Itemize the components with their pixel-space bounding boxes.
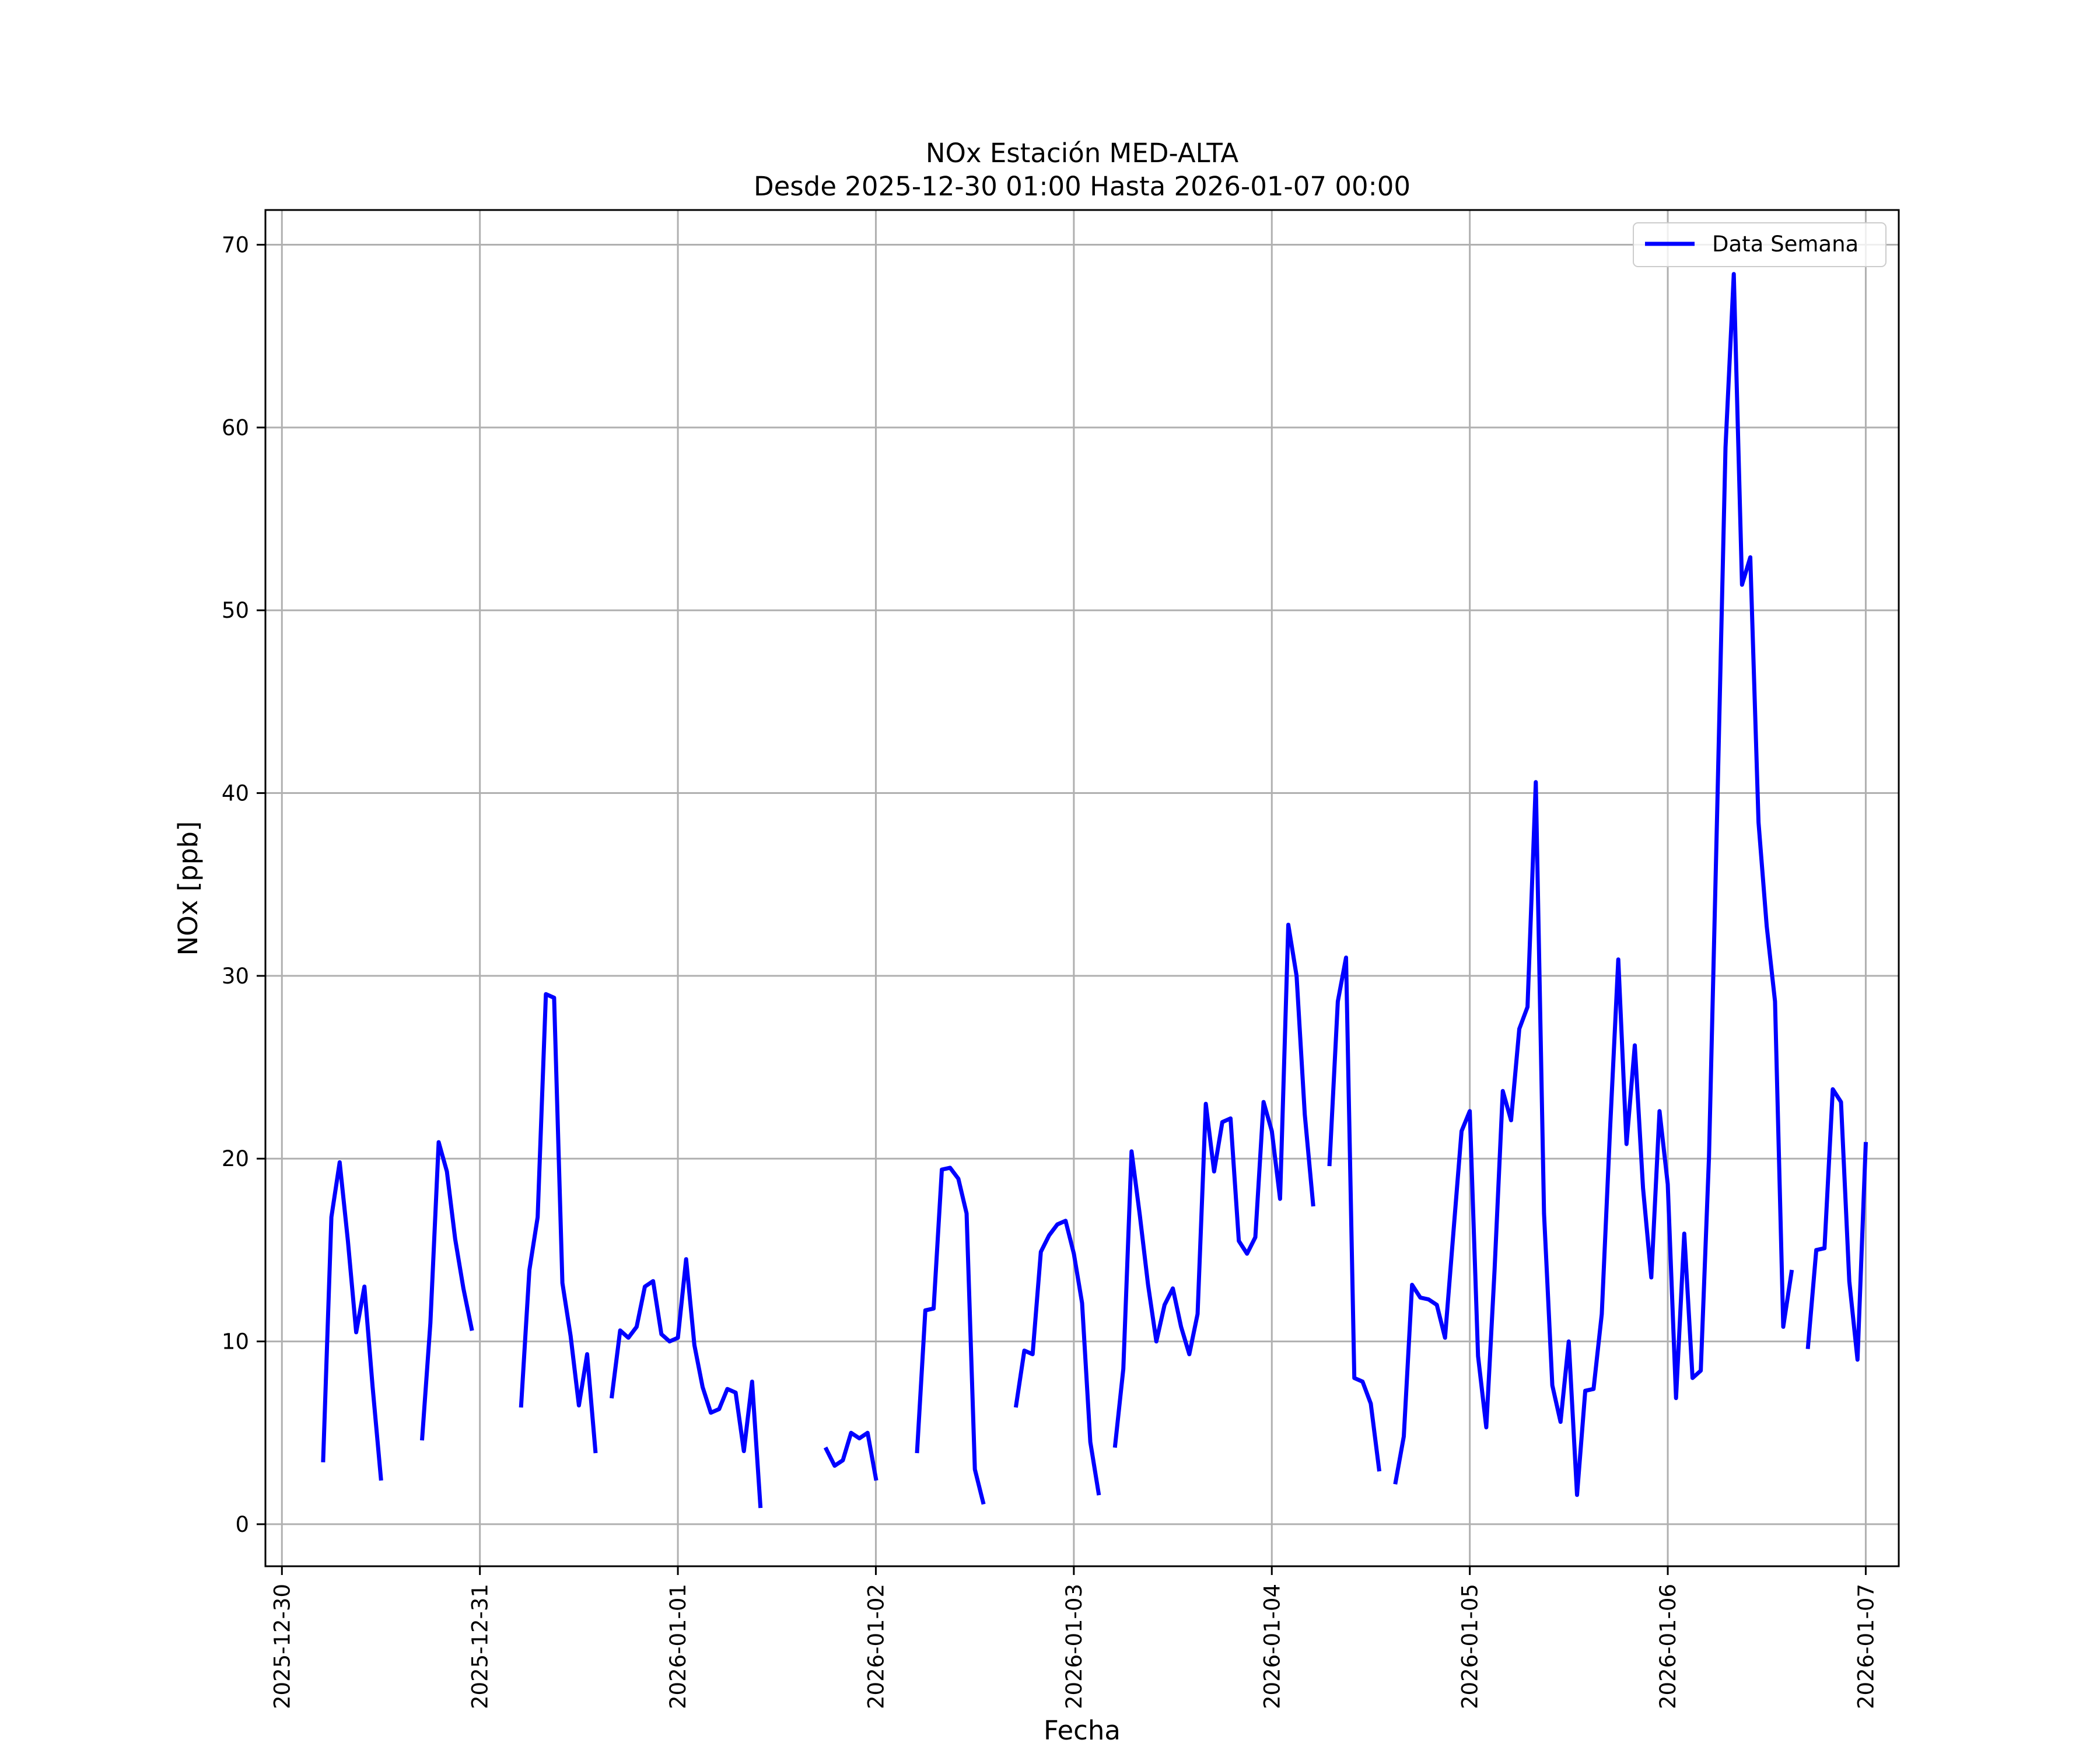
x-axis-ticks: 2025-12-30 2025-12-31 2026-01-01 2026-01-02… bbox=[270, 1566, 1878, 1709]
legend: Data Semana bbox=[1633, 222, 1887, 267]
series-line-segment-7 bbox=[1013, 1219, 1101, 1496]
series-line-segment-10 bbox=[1393, 272, 1794, 1497]
y-tick-label-60: 60 bbox=[222, 415, 249, 440]
y-tick-label-10: 10 bbox=[222, 1329, 249, 1354]
y-tick-label-40: 40 bbox=[222, 781, 249, 806]
y-tick-label-0: 0 bbox=[235, 1512, 249, 1537]
y-tick-label-70: 70 bbox=[222, 233, 249, 258]
legend-box bbox=[1633, 222, 1887, 267]
x-tick-label-2026-01-06: 2026-01-06 bbox=[1656, 1584, 1681, 1709]
series-line-segment-5 bbox=[823, 1430, 878, 1481]
plot-frame bbox=[264, 209, 1900, 1567]
series-line-segment-1 bbox=[321, 1160, 383, 1481]
x-tick-label-2026-01-04: 2026-01-04 bbox=[1259, 1584, 1284, 1709]
x-tick-label-2026-01-01: 2026-01-01 bbox=[666, 1584, 691, 1709]
y-axis-title: NOx [ppb] bbox=[173, 821, 204, 956]
y-axis-ticks: 0 10 20 30 40 50 60 70 bbox=[222, 233, 265, 1537]
series-line-segment-8 bbox=[1112, 922, 1315, 1448]
x-axis-title: Fecha bbox=[1044, 1715, 1121, 1746]
x-tick-label-2025-12-30: 2025-12-30 bbox=[270, 1584, 295, 1709]
x-tick-label-2026-01-02: 2026-01-02 bbox=[863, 1584, 888, 1709]
y-tick-label-30: 30 bbox=[222, 964, 249, 989]
legend-label-data-semana: Data Semana bbox=[1712, 232, 1859, 257]
series-line-segment-2 bbox=[419, 1140, 474, 1441]
x-tick-label-2025-12-31: 2025-12-31 bbox=[468, 1584, 493, 1709]
x-tick-label-2026-01-03: 2026-01-03 bbox=[1062, 1584, 1087, 1709]
series-data-semana bbox=[321, 272, 1868, 1508]
series-line-segment-11 bbox=[1805, 1087, 1868, 1362]
chart-title: NOx Estación MED-ALTA bbox=[926, 138, 1239, 169]
series-line-segment-3 bbox=[519, 992, 598, 1454]
grid-lines bbox=[265, 210, 1899, 1566]
series-line-segment-6 bbox=[915, 1166, 986, 1505]
x-tick-label-2026-01-07: 2026-01-07 bbox=[1853, 1584, 1878, 1709]
y-tick-label-50: 50 bbox=[222, 598, 249, 623]
series-line-segment-9 bbox=[1327, 956, 1382, 1472]
y-tick-label-20: 20 bbox=[222, 1146, 249, 1171]
chart-subtitle: Desde 2025-12-30 01:00 Hasta 2026-01-07 … bbox=[754, 171, 1410, 202]
series-line-segment-4 bbox=[609, 1257, 763, 1508]
x-tick-label-2026-01-05: 2026-01-05 bbox=[1458, 1584, 1483, 1709]
